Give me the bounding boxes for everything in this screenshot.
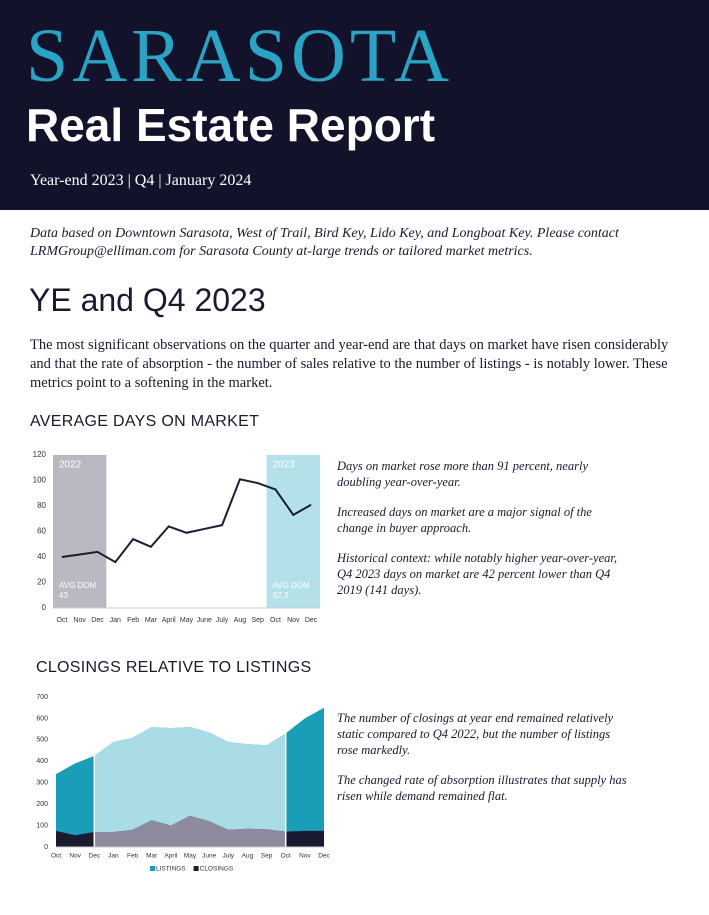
y-tick-label: 80 <box>37 501 46 510</box>
report-title: Real Estate Report <box>26 99 436 151</box>
x-tick-label: Dec <box>89 853 101 860</box>
highlight-value: 43 <box>59 591 68 600</box>
header-band <box>0 0 709 210</box>
x-tick-label: Dec <box>305 617 318 624</box>
area-series-highlight <box>94 815 286 847</box>
highlight-band <box>266 455 320 608</box>
section-title: YE and Q4 2023 <box>29 282 266 318</box>
report-subtitle: Year-end 2023 | Q4 | January 2024 <box>30 172 252 189</box>
intro-text: Data based on Downtown Sarasota, West of… <box>30 226 619 259</box>
chart-title: AVERAGE DAYS ON MARKET <box>30 413 260 430</box>
x-tick-label: Sep <box>251 617 264 624</box>
highlight-label: 2022 <box>59 460 82 471</box>
commentary-paragraph: The changed rate of absorption illustrat… <box>337 773 627 803</box>
x-tick-label: June <box>197 617 212 624</box>
legend-label: CLOSINGS <box>200 866 234 873</box>
y-tick-label: 40 <box>37 552 46 561</box>
commentary: Days on market rose more than 91 percent… <box>337 458 627 612</box>
y-tick-label: 300 <box>36 780 48 787</box>
y-tick-label: 0 <box>44 844 48 851</box>
x-tick-label: Dec <box>318 853 330 860</box>
y-tick-label: 500 <box>36 737 48 744</box>
x-tick-label: Oct <box>281 853 291 860</box>
y-tick-label: 100 <box>33 476 47 485</box>
x-tick-label: Sep <box>261 853 273 860</box>
x-tick-label: Dec <box>91 617 104 624</box>
y-tick-label: 60 <box>37 527 46 536</box>
x-tick-label: Nov <box>299 853 311 860</box>
highlight-caption: AVG DOM <box>273 581 311 590</box>
chart-title: CLOSINGS RELATIVE TO LISTINGS <box>36 659 312 676</box>
x-tick-label: Mar <box>145 617 158 624</box>
legend-label: LISTINGS <box>156 866 186 873</box>
commentary-paragraph: Historical context: while notably higher… <box>337 551 617 597</box>
x-tick-label: Oct <box>270 617 281 624</box>
chart: 0 100 200 300 400 500 600 700 Oct Nov Dec Jan Feb Mar… <box>36 687 331 873</box>
x-tick-label: April <box>164 853 178 860</box>
area-series-highlight <box>94 727 286 847</box>
x-tick-label: Nov <box>287 617 300 624</box>
x-tick-label: July <box>216 617 229 624</box>
commentary: The number of closings at year end remai… <box>337 710 627 818</box>
highlight-value: 82.3 <box>273 591 289 600</box>
x-tick-label: Jan <box>110 617 121 624</box>
x-tick-label: Nov <box>69 853 81 860</box>
summary-text: The most significant observations on the… <box>30 337 669 391</box>
commentary-paragraph: Days on market rose more than 91 percent… <box>337 459 588 489</box>
x-tick-label: Aug <box>242 853 254 860</box>
y-tick-label: 400 <box>36 758 48 765</box>
x-tick-label: June <box>202 853 216 860</box>
line-series <box>61 478 312 564</box>
x-tick-label: Oct <box>51 853 61 860</box>
y-tick-label: 600 <box>36 715 48 722</box>
x-tick-label: Aug <box>234 617 247 624</box>
highlight-caption: AVG DOM <box>59 581 97 590</box>
commentary-paragraph: The number of closings at year end remai… <box>337 711 614 757</box>
commentary-paragraph: Increased days on market are a major sig… <box>337 505 592 535</box>
x-tick-label: Feb <box>127 853 139 860</box>
y-tick-label: 20 <box>37 578 46 587</box>
x-tick-label: Nov <box>73 617 86 624</box>
x-tick-label: July <box>223 853 235 860</box>
legend-swatch <box>193 866 199 871</box>
x-tick-label: Oct <box>56 617 67 624</box>
x-tick-label: April <box>162 617 176 624</box>
city-title: SARASOTA <box>26 14 454 98</box>
x-tick-label: Feb <box>127 617 139 624</box>
legend-swatch <box>150 866 155 871</box>
x-tick-label: May <box>180 617 194 624</box>
x-tick-label: May <box>184 853 197 860</box>
y-tick-label: 120 <box>33 450 47 459</box>
y-tick-label: 100 <box>36 822 48 829</box>
highlight-label: 2023 <box>273 460 296 471</box>
x-tick-label: Jan <box>108 853 119 860</box>
x-tick-label: Mar <box>146 853 158 860</box>
y-tick-label: 700 <box>36 694 48 701</box>
y-tick-label: 200 <box>36 801 48 808</box>
y-tick-label: 0 <box>42 603 47 612</box>
highlight-band <box>53 455 107 608</box>
